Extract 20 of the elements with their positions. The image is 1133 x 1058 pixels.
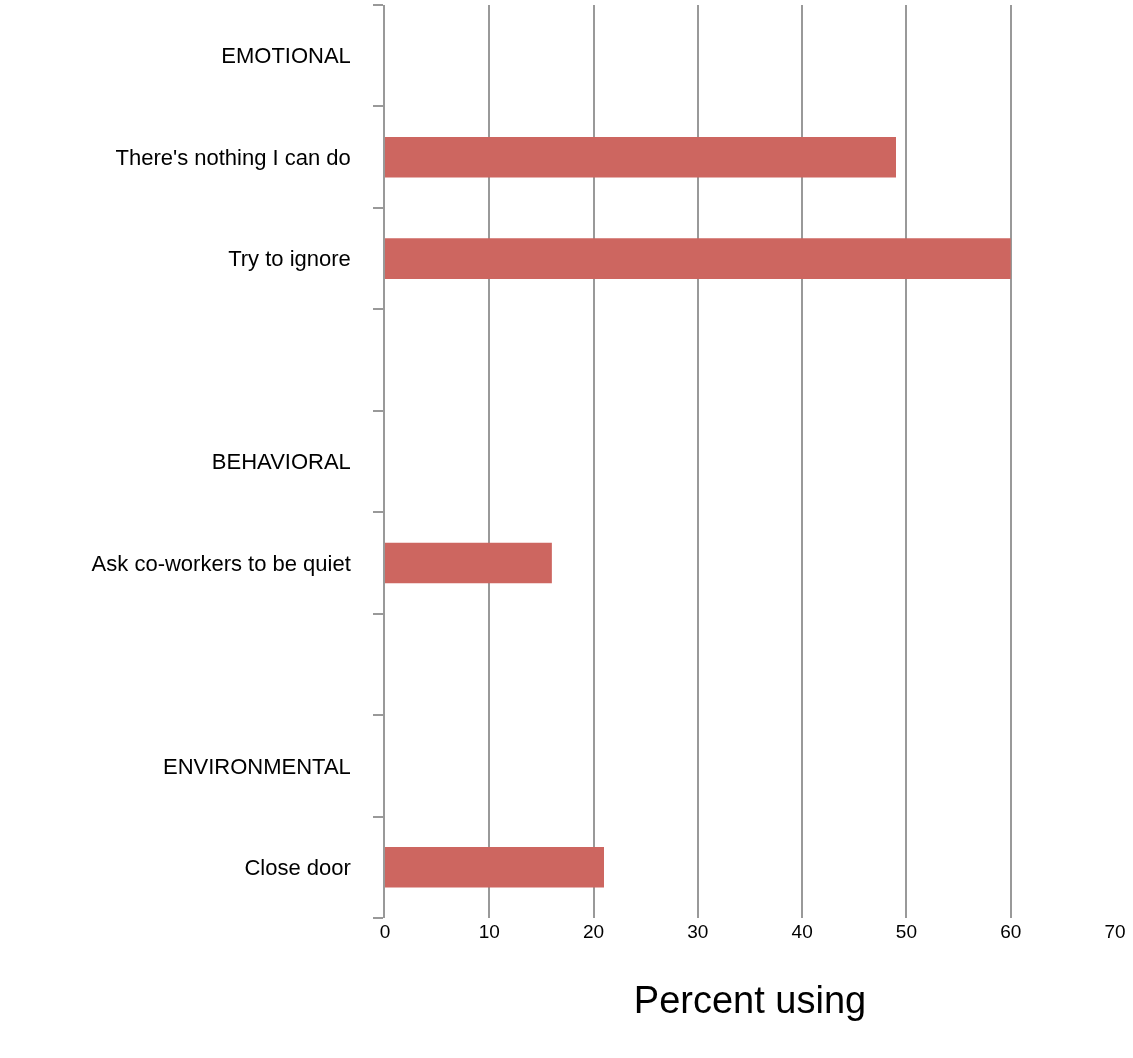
x-tick-label: 20 [583, 921, 605, 942]
x-tick-label: 10 [478, 921, 500, 942]
x-tick-label: 40 [791, 921, 813, 942]
y-tick-label: BEHAVIORAL [211, 449, 351, 475]
bar [385, 136, 896, 178]
x-axis-title: Percent using [633, 979, 867, 1022]
y-tick-label: There's nothing I can do [115, 144, 351, 170]
x-tick-label: 0 [379, 921, 391, 942]
bar [385, 542, 552, 584]
bar [385, 238, 1011, 279]
y-tick-label: Ask co-workers to be quiet [91, 550, 351, 576]
y-tick-label: Try to ignore [228, 246, 351, 272]
x-tick-label: 60 [1000, 921, 1022, 942]
x-tick-label: 50 [895, 921, 917, 942]
y-tick-label: Close door [244, 854, 351, 880]
bar [385, 846, 604, 888]
x-tick-label: 30 [687, 921, 709, 942]
x-tick-label: 70 [1104, 921, 1126, 942]
y-tick-label: ENVIRONMENTAL [163, 753, 351, 779]
y-tick-label: EMOTIONAL [221, 43, 351, 69]
